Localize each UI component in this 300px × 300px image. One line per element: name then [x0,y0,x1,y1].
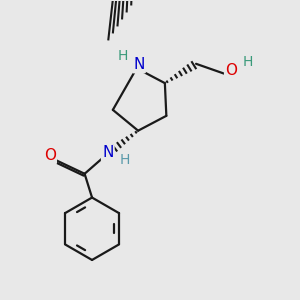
Text: N: N [102,146,113,160]
Text: O: O [225,63,237,78]
Text: N: N [133,57,145,72]
Text: H: H [243,55,253,69]
Text: H: H [118,49,128,63]
Text: O: O [44,148,56,163]
Text: H: H [119,153,130,167]
